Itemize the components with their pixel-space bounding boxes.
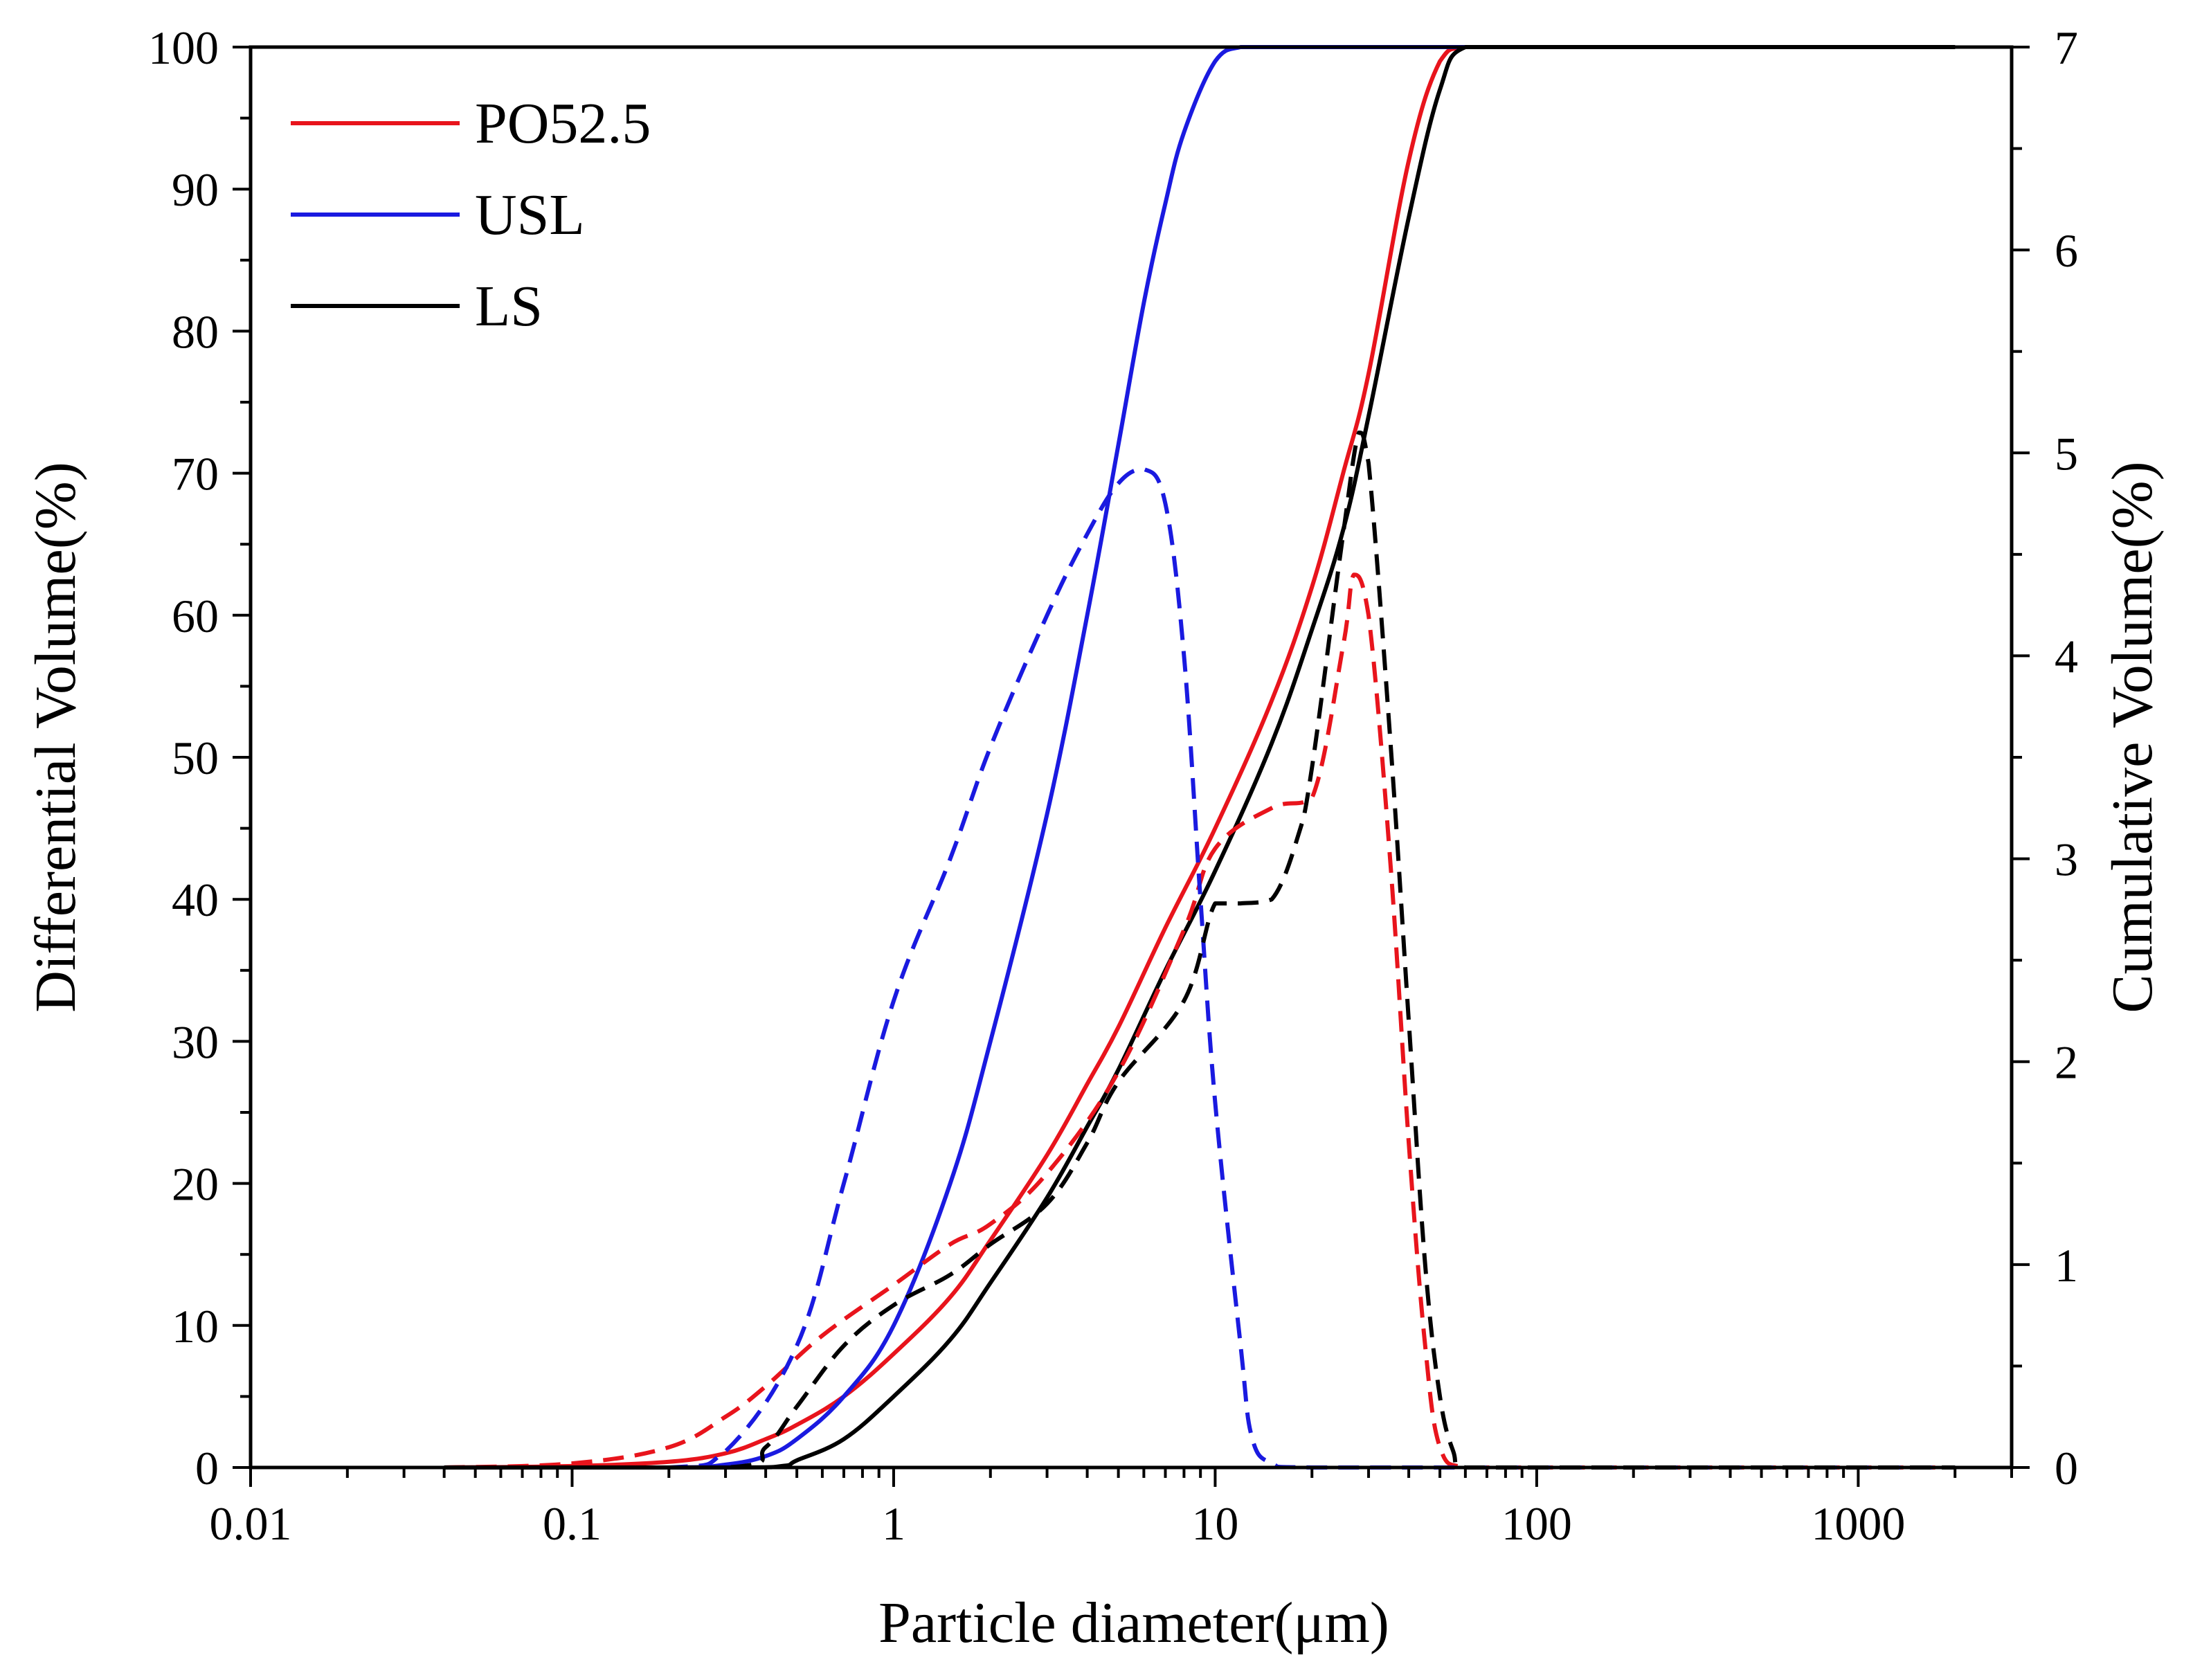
x-tick-label: 0.1 — [543, 1497, 602, 1550]
x-axis-title: Particle diameter(μm) — [878, 1591, 1389, 1655]
legend-label-ls: LS — [475, 274, 543, 338]
right-y-tick-label: 1 — [2055, 1239, 2078, 1292]
left-y-tick-label: 40 — [172, 874, 219, 926]
legend-label-usl: USL — [475, 183, 585, 247]
left-y-tick-label: 20 — [172, 1158, 219, 1211]
right-y-tick-label: 3 — [2055, 833, 2078, 886]
left-y-axis-title: Differential Volume(%) — [24, 462, 88, 1012]
left-y-tick-label: 80 — [172, 305, 219, 358]
x-tick-label: 0.01 — [210, 1497, 292, 1550]
left-y-tick-label: 70 — [172, 448, 219, 500]
right-y-axis-title: Cumulative Volume(%) — [2100, 461, 2165, 1013]
legend: PO52.5 USL LS — [291, 91, 651, 338]
left-y-tick-label: 50 — [172, 732, 219, 784]
left-y-tick-label: 30 — [172, 1015, 219, 1068]
series-red-dashed-line — [444, 572, 1956, 1470]
series-ls-line — [444, 44, 1956, 1470]
right-y-tick-label: 2 — [2055, 1036, 2078, 1089]
left-y-tick-label: 100 — [148, 21, 219, 74]
series-black-dashed-line — [444, 431, 1956, 1470]
right-y-tick-label: 0 — [2055, 1442, 2078, 1494]
right-y-tick-label: 6 — [2055, 224, 2078, 277]
left-y-tick-label: 60 — [172, 590, 219, 642]
x-tick-label: 1 — [882, 1497, 905, 1550]
left-y-tick-label: 10 — [172, 1300, 219, 1353]
right-y-tick-label: 4 — [2055, 630, 2078, 683]
x-tick-label: 10 — [1191, 1497, 1238, 1550]
x-tick-label: 1000 — [1811, 1497, 1905, 1550]
x-tick-label: 100 — [1501, 1497, 1572, 1550]
right-y-tick-label: 7 — [2055, 21, 2078, 74]
legend-label-po52-5: PO52.5 — [475, 91, 651, 156]
right-y-tick-label: 5 — [2055, 427, 2078, 480]
left-y-tick-label: 0 — [195, 1442, 219, 1494]
left-y-tick-label: 90 — [172, 163, 219, 216]
